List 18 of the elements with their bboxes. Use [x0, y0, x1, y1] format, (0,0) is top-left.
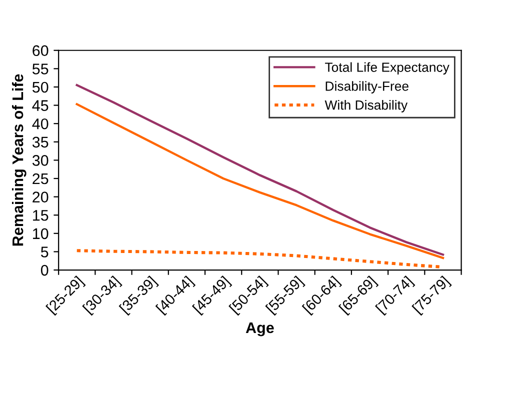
y-tick-label: 25	[32, 173, 48, 184]
y-tick-label: 40	[32, 118, 48, 130]
y-tick-label: 55	[32, 64, 48, 74]
y-tick-label: 5	[40, 246, 48, 258]
y-tick-label: 35	[32, 136, 48, 148]
y-tick-label: 50	[32, 82, 48, 93]
legend-label: With Disability	[324, 100, 408, 112]
y-axis-title: Remaining Years of Life	[12, 74, 26, 246]
legend-label: Total Life Expectancy	[325, 62, 450, 75]
y-tick-label: 10	[33, 228, 48, 240]
x-axis-title: Age	[246, 322, 274, 336]
y-tick-label: 60	[32, 45, 48, 56]
y-tick-label: 30	[32, 155, 48, 166]
y-tick-label: 15	[33, 210, 48, 221]
legend-label: Disability-Free	[326, 81, 408, 94]
y-tick-label: 0	[40, 264, 48, 276]
y-tick-label: 20	[32, 192, 48, 202]
y-tick-label: 45	[32, 100, 48, 111]
